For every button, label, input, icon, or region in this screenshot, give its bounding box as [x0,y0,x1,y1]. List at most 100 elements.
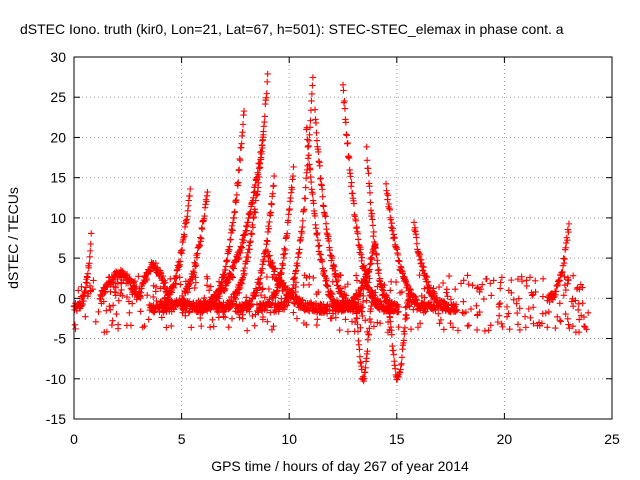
data-point [168,322,175,330]
data-point [530,320,537,327]
data-point [95,308,102,316]
data-point [435,310,442,317]
data-point [373,251,380,259]
data-point [534,322,541,329]
data-point [326,306,333,314]
data-point [569,322,577,330]
data-point [392,365,399,372]
data-point [192,262,200,269]
data-point [267,309,274,316]
data-point [345,154,353,162]
data-point [451,286,459,293]
data-point [369,216,376,223]
data-point [514,275,522,283]
data-point [246,308,253,315]
data-point [315,148,322,156]
data-point [263,90,270,97]
data-point [483,275,490,283]
data-point [465,322,473,329]
data-point [385,302,393,309]
data-point [201,212,208,220]
data-point [497,279,504,286]
data-point [352,217,360,224]
data-point [358,366,365,373]
data-point [363,143,370,151]
data-point [440,326,448,333]
data-point [100,298,107,305]
data-point [72,325,79,333]
data-point [400,328,408,335]
data-point [366,183,373,190]
data-point [437,316,445,324]
data-point [357,251,365,258]
data-point [414,324,422,331]
data-point [195,297,202,304]
data-point [198,235,205,242]
data-point [307,166,314,173]
data-point [117,266,125,274]
data-point [185,202,192,210]
data-point [476,288,483,296]
data-point [528,292,536,299]
data-point [410,292,418,300]
data-point [215,299,223,307]
data-point [297,234,305,241]
data-point [364,328,371,336]
data-point [481,327,489,335]
data-point [366,275,373,282]
data-point [265,225,273,232]
data-point [416,271,423,279]
data-point [247,237,254,245]
data-point [137,308,144,315]
data-point [527,314,534,322]
y-tick-label: 25 [50,89,66,105]
data-point [362,279,369,287]
data-point [423,273,431,281]
data-point [301,307,308,314]
data-point [289,285,296,292]
data-point [239,121,247,128]
data-point [522,324,529,331]
data-point [323,310,331,317]
data-point [443,289,450,296]
data-point [205,287,213,294]
data-point [285,217,292,224]
data-point [107,306,114,314]
data-point [155,272,163,280]
data-point [310,274,317,282]
data-point [372,241,379,249]
data-point [299,223,306,231]
data-point [279,261,287,269]
data-point [575,300,582,308]
data-point [179,305,187,313]
x-tick-label: 25 [604,431,620,447]
data-point [192,279,200,286]
data-point [177,258,184,265]
data-point [503,313,511,320]
data-point [487,322,494,329]
data-point [554,313,561,320]
data-point [357,303,365,310]
data-point [216,290,223,298]
data-point [113,310,120,318]
data-point [413,240,421,247]
data-point [560,292,568,299]
data-point [542,309,549,317]
data-point [564,237,571,244]
data-point [347,173,354,180]
data-point [252,311,259,318]
data-point [508,276,515,284]
data-point [539,275,547,283]
data-point [82,279,90,286]
data-point [144,292,151,299]
data-point [268,201,275,208]
data-point [78,302,85,309]
data-point [236,314,243,321]
data-point [460,298,467,305]
data-point [430,285,437,292]
data-point [311,212,319,220]
data-point [228,315,236,322]
data-point [367,318,375,326]
data-point [341,283,349,291]
data-point [368,210,376,217]
